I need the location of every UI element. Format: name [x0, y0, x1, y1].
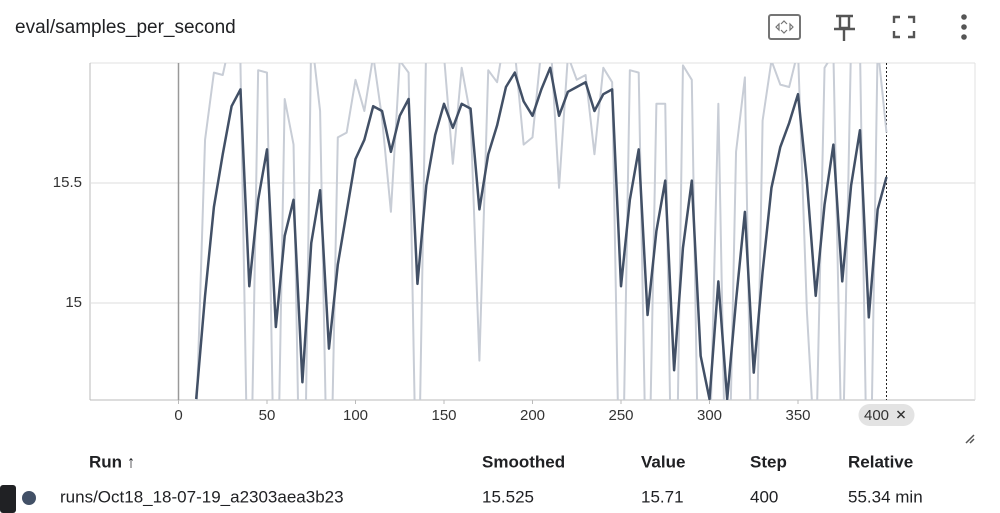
- fit-icon[interactable]: [768, 14, 801, 40]
- series-line: [195, 63, 888, 400]
- plot-area: 15 15.5 0 50 100 150 200 250 300 350 400: [53, 62, 976, 426]
- x-tick-label: 400: [864, 407, 889, 424]
- x-tick-label: 350: [785, 407, 810, 424]
- x-tick-label: 300: [697, 407, 722, 424]
- hover-close[interactable]: [896, 410, 906, 419]
- hover-pill: [858, 404, 915, 426]
- column-header[interactable]: Run ↑: [89, 452, 135, 471]
- y-tick-label: 15.5: [53, 174, 82, 191]
- x-tick-label: 100: [343, 407, 368, 424]
- x-tick-label: 150: [431, 407, 456, 424]
- column-header[interactable]: Relative: [848, 452, 913, 471]
- run-color: [22, 491, 36, 505]
- cell: 15.71: [641, 487, 684, 506]
- column-header[interactable]: Value: [641, 452, 685, 471]
- fullscreen-icon[interactable]: [892, 15, 916, 39]
- side-button[interactable]: [0, 485, 16, 513]
- column-header[interactable]: Step: [750, 452, 787, 471]
- x-tick-label: 250: [608, 407, 633, 424]
- card-title: eval/samples_per_second: [15, 17, 236, 38]
- x-tick-label: 200: [520, 407, 545, 424]
- y-tick-label: 15: [65, 294, 82, 311]
- resize-handle[interactable]: [965, 434, 975, 444]
- cell: runs/Oct18_18-07-19_a2303aea3b23: [60, 487, 344, 506]
- cell: 55.34 min: [848, 487, 923, 506]
- series-line: [194, 66, 888, 400]
- lines: [194, 63, 888, 400]
- pin-icon[interactable]: [834, 14, 855, 41]
- menu-icon[interactable]: [961, 14, 967, 40]
- run-table: Run ↑ Smoothed Value Step Relative runs/Oct18…: [22, 452, 923, 506]
- cell: 15.525: [482, 487, 534, 506]
- cell: 400: [750, 487, 778, 506]
- x-tick-label: 0: [174, 407, 182, 424]
- x-tick-label: 50: [259, 407, 276, 424]
- column-header[interactable]: Smoothed: [482, 452, 565, 471]
